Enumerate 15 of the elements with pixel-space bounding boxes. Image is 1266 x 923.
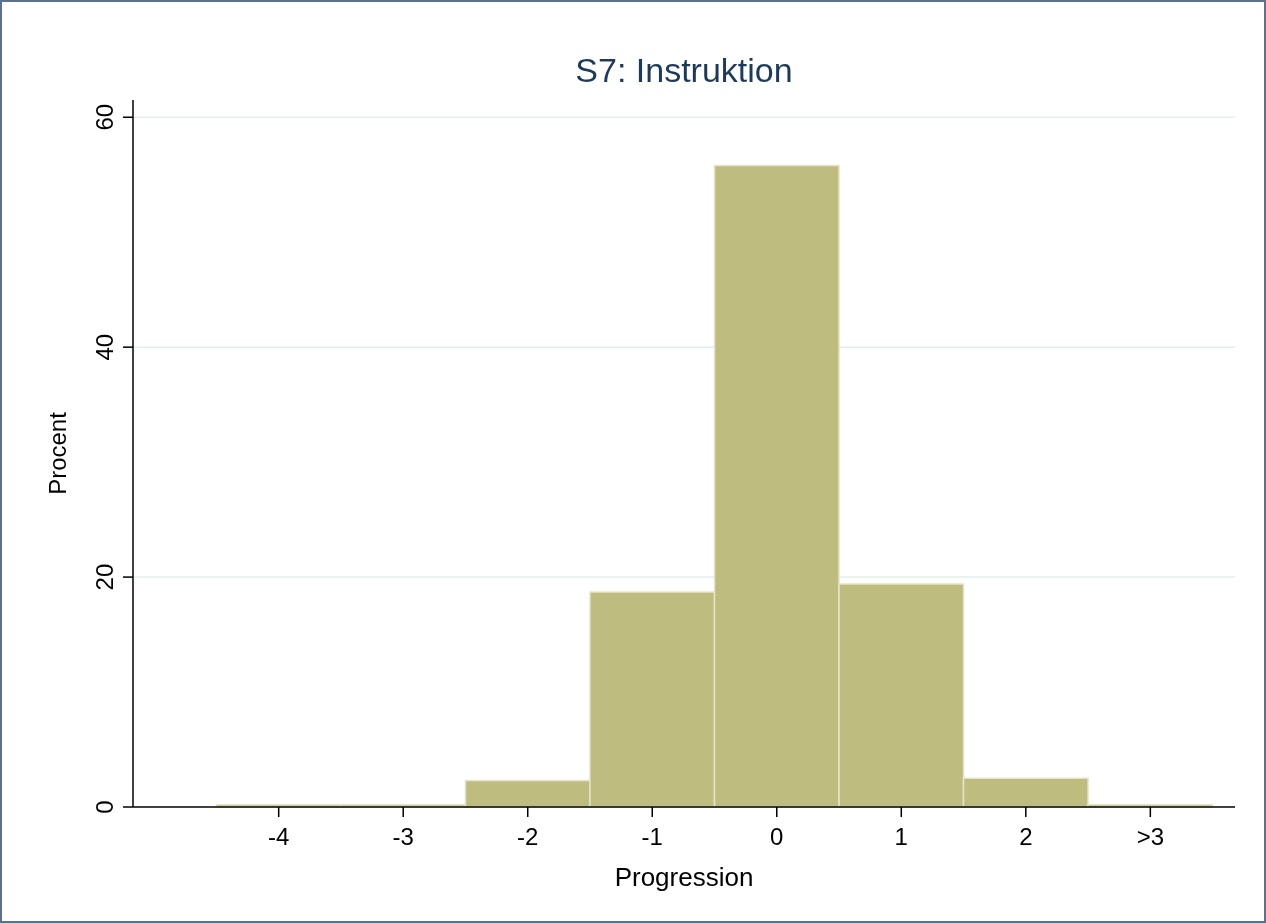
- x-tick-label: 1: [894, 823, 908, 850]
- x-tick-label: 0: [770, 823, 784, 850]
- y-tick-label: 0: [91, 800, 118, 814]
- x-tick-label: >3: [1136, 823, 1165, 850]
- x-tick-label: -2: [517, 823, 539, 850]
- chart-title: S7: Instruktion: [575, 51, 793, 89]
- x-axis-title: Progression: [614, 862, 754, 892]
- x-tick-label: -4: [268, 823, 290, 850]
- x-tick-label: 2: [1019, 823, 1033, 850]
- y-axis-title: Procent: [44, 411, 71, 495]
- x-tick-label: -3: [392, 823, 414, 850]
- y-tick-label: 40: [91, 333, 118, 361]
- y-tick-label: 60: [91, 103, 118, 131]
- y-tick-label: 20: [91, 563, 118, 591]
- x-tick-label: -1: [641, 823, 663, 850]
